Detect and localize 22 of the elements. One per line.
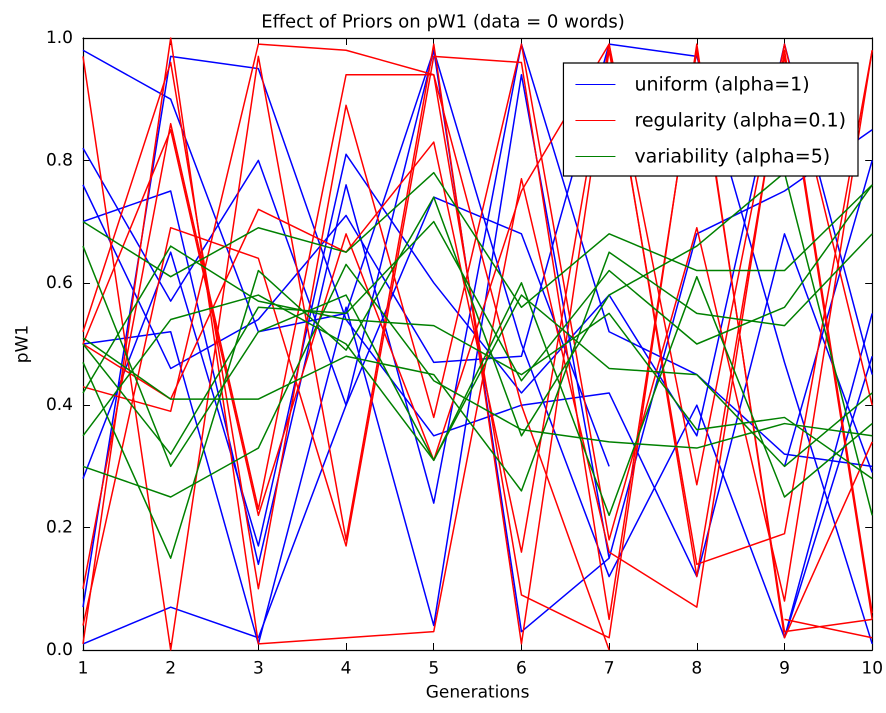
legend-label: uniform (alpha=1) [634, 74, 810, 96]
x-tick-label: 7 [604, 658, 615, 678]
x-tick-label: 1 [78, 658, 88, 678]
y-tick-label: 0.0 [46, 640, 73, 660]
x-tick-label: 6 [516, 658, 527, 678]
x-tick-label: 10 [861, 658, 884, 678]
legend-label: regularity (alpha=0.1) [634, 110, 846, 132]
y-tick-label: 0.6 [46, 272, 73, 293]
legend-label: variability (alpha=5) [634, 146, 830, 168]
y-axis-title: pW1 [12, 324, 32, 364]
y-tick-label: 0.2 [46, 518, 73, 538]
x-tick-label: 8 [691, 658, 702, 678]
x-tick-label: 5 [428, 658, 440, 678]
chart-title: Effect of Priors on pW1 (data = 0 words) [261, 12, 625, 32]
x-tick-label: 3 [252, 658, 264, 678]
y-tick-label: 0.4 [46, 395, 73, 416]
x-tick-label: 4 [340, 658, 352, 678]
x-axis-title: Generations [426, 682, 530, 702]
x-tick-label: 9 [779, 658, 790, 678]
y-tick-label: 0.8 [46, 150, 73, 170]
x-tick-label: 2 [165, 658, 176, 678]
y-tick-label: 1.0 [46, 28, 73, 48]
